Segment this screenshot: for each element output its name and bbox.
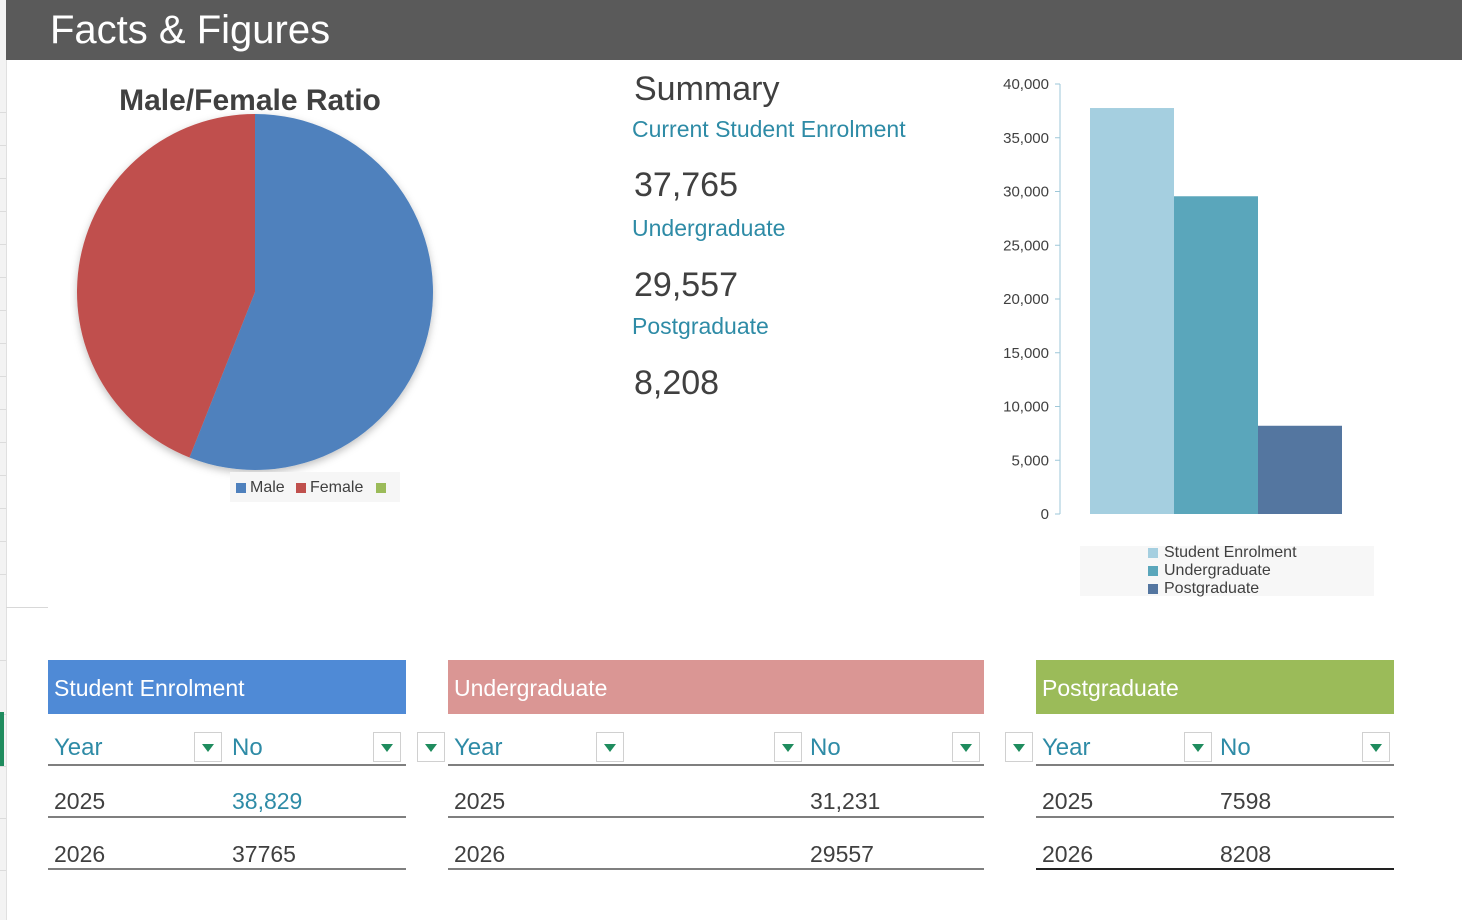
bar-student-enrolment[interactable] bbox=[1090, 108, 1174, 514]
filter-dropdown-year[interactable] bbox=[596, 732, 624, 762]
bar-legend-label-undergraduate: Undergraduate bbox=[1164, 562, 1271, 579]
pie-slice-male[interactable] bbox=[189, 114, 433, 471]
table-title-student-enrolment: Student Enrolment bbox=[54, 675, 245, 701]
page-title: Facts & Figures bbox=[50, 8, 331, 52]
y-axis-tick-label: 25,000 bbox=[1003, 237, 1049, 254]
bar-legend-swatch-undergraduate bbox=[1148, 565, 1158, 576]
row-gutter bbox=[0, 0, 7, 920]
table-header-rule bbox=[1036, 764, 1394, 766]
bar-legend: Student Enrolment Undergraduate Postgrad… bbox=[1080, 544, 1374, 598]
filter-dropdown-no[interactable] bbox=[373, 732, 401, 762]
summary-label-undergraduate: Undergraduate bbox=[632, 215, 786, 241]
table-header-postgraduate: Postgraduate bbox=[1036, 660, 1394, 714]
pie-legend: Male Female bbox=[230, 472, 400, 502]
column-header-no[interactable]: No bbox=[810, 734, 841, 761]
pie-chart-title: Male/Female Ratio bbox=[119, 84, 381, 117]
bar-legend-label-enrolment: Student Enrolment bbox=[1164, 544, 1297, 561]
column-header-year[interactable]: Year bbox=[454, 734, 503, 761]
table-cell-year[interactable]: 2025 bbox=[1042, 788, 1094, 814]
table-row-rule bbox=[1036, 816, 1394, 818]
sheet-divider bbox=[6, 607, 48, 608]
table-row-rule bbox=[1036, 868, 1394, 870]
bar-legend-item-enrolment: Student Enrolment bbox=[1148, 544, 1297, 562]
summary-value-postgraduate: 8,208 bbox=[634, 364, 720, 402]
filter-dropdown-no[interactable] bbox=[1362, 732, 1390, 762]
table-header-rule bbox=[448, 764, 984, 766]
table-cell-no[interactable]: 29557 bbox=[810, 841, 874, 867]
legend-swatch-female bbox=[296, 482, 306, 493]
pie-chart[interactable] bbox=[70, 108, 450, 488]
y-axis-tick-label: 15,000 bbox=[1003, 345, 1049, 362]
column-header-year[interactable]: Year bbox=[54, 734, 103, 761]
legend-item-female: Female bbox=[296, 479, 363, 497]
bar-undergraduate[interactable] bbox=[1174, 196, 1258, 514]
bar-legend-swatch-postgraduate bbox=[1148, 583, 1158, 594]
table-header-rule bbox=[48, 764, 406, 766]
selected-row-indicator bbox=[0, 712, 4, 766]
y-axis-tick-label: 5,000 bbox=[1011, 452, 1049, 469]
filter-dropdown[interactable] bbox=[1005, 732, 1033, 762]
legend-item-male: Male bbox=[236, 479, 285, 497]
bar-postgraduate[interactable] bbox=[1258, 425, 1342, 514]
table-title-postgraduate: Postgraduate bbox=[1042, 675, 1179, 701]
pie-slice-female[interactable] bbox=[76, 114, 255, 458]
filter-dropdown-year[interactable] bbox=[1184, 732, 1212, 762]
filter-dropdown-no[interactable] bbox=[952, 732, 980, 762]
table-cell-year[interactable]: 2026 bbox=[1042, 841, 1094, 867]
legend-swatch-other bbox=[376, 482, 386, 493]
table-row-rule bbox=[448, 816, 984, 818]
legend-label-male: Male bbox=[250, 479, 285, 496]
table-cell-no[interactable]: 37765 bbox=[232, 841, 296, 867]
header-bar bbox=[6, 0, 1462, 60]
y-axis-tick-label: 0 bbox=[1041, 506, 1049, 523]
filter-dropdown-year[interactable] bbox=[194, 732, 222, 762]
filter-dropdown[interactable] bbox=[417, 732, 445, 762]
legend-label-female: Female bbox=[310, 479, 364, 496]
table-row-rule bbox=[48, 868, 406, 870]
summary-title: Summary bbox=[634, 70, 780, 108]
bar-chart[interactable]: 40,000 35,000 30,000 25,000 20,000 15,000 10,0… bbox=[990, 70, 1370, 530]
summary-label-enrolment: Current Student Enrolment bbox=[632, 116, 906, 142]
y-axis-tick-label: 20,000 bbox=[1003, 291, 1049, 308]
summary-label-postgraduate: Postgraduate bbox=[632, 313, 769, 339]
legend-swatch-male bbox=[236, 482, 246, 493]
y-axis-tick-label: 10,000 bbox=[1003, 399, 1049, 416]
table-cell-no[interactable]: 8208 bbox=[1220, 841, 1272, 867]
table-cell-year[interactable]: 2025 bbox=[454, 788, 506, 814]
y-axis-tick-label: 35,000 bbox=[1003, 130, 1049, 147]
table-cell-year[interactable]: 2026 bbox=[54, 841, 106, 867]
table-row-rule bbox=[48, 816, 406, 818]
y-axis-tick-label: 40,000 bbox=[1003, 76, 1049, 93]
table-cell-year[interactable]: 2025 bbox=[54, 788, 106, 814]
table-header-student-enrolment: Student Enrolment bbox=[48, 660, 406, 714]
bar-legend-swatch-enrolment bbox=[1148, 547, 1158, 558]
bar-legend-item-postgraduate: Postgraduate bbox=[1148, 580, 1259, 598]
table-header-undergraduate: Undergraduate bbox=[448, 660, 984, 714]
table-row-rule bbox=[448, 868, 984, 870]
filter-dropdown-blank[interactable] bbox=[774, 732, 802, 762]
bar-legend-label-postgraduate: Postgraduate bbox=[1164, 580, 1260, 597]
table-cell-no[interactable]: 38,829 bbox=[232, 788, 303, 814]
table-title-undergraduate: Undergraduate bbox=[454, 675, 608, 701]
column-header-year[interactable]: Year bbox=[1042, 734, 1091, 761]
bar-legend-item-undergraduate: Undergraduate bbox=[1148, 562, 1271, 580]
column-header-no[interactable]: No bbox=[232, 734, 263, 761]
table-cell-year[interactable]: 2026 bbox=[454, 841, 506, 867]
summary-value-undergraduate: 29,557 bbox=[634, 266, 738, 304]
summary-value-enrolment: 37,765 bbox=[634, 166, 738, 204]
table-cell-no[interactable]: 31,231 bbox=[810, 788, 881, 814]
legend-item-other bbox=[376, 479, 390, 497]
table-cell-no[interactable]: 7598 bbox=[1220, 788, 1272, 814]
column-header-no[interactable]: No bbox=[1220, 734, 1251, 761]
y-axis-tick-label: 30,000 bbox=[1003, 184, 1049, 201]
